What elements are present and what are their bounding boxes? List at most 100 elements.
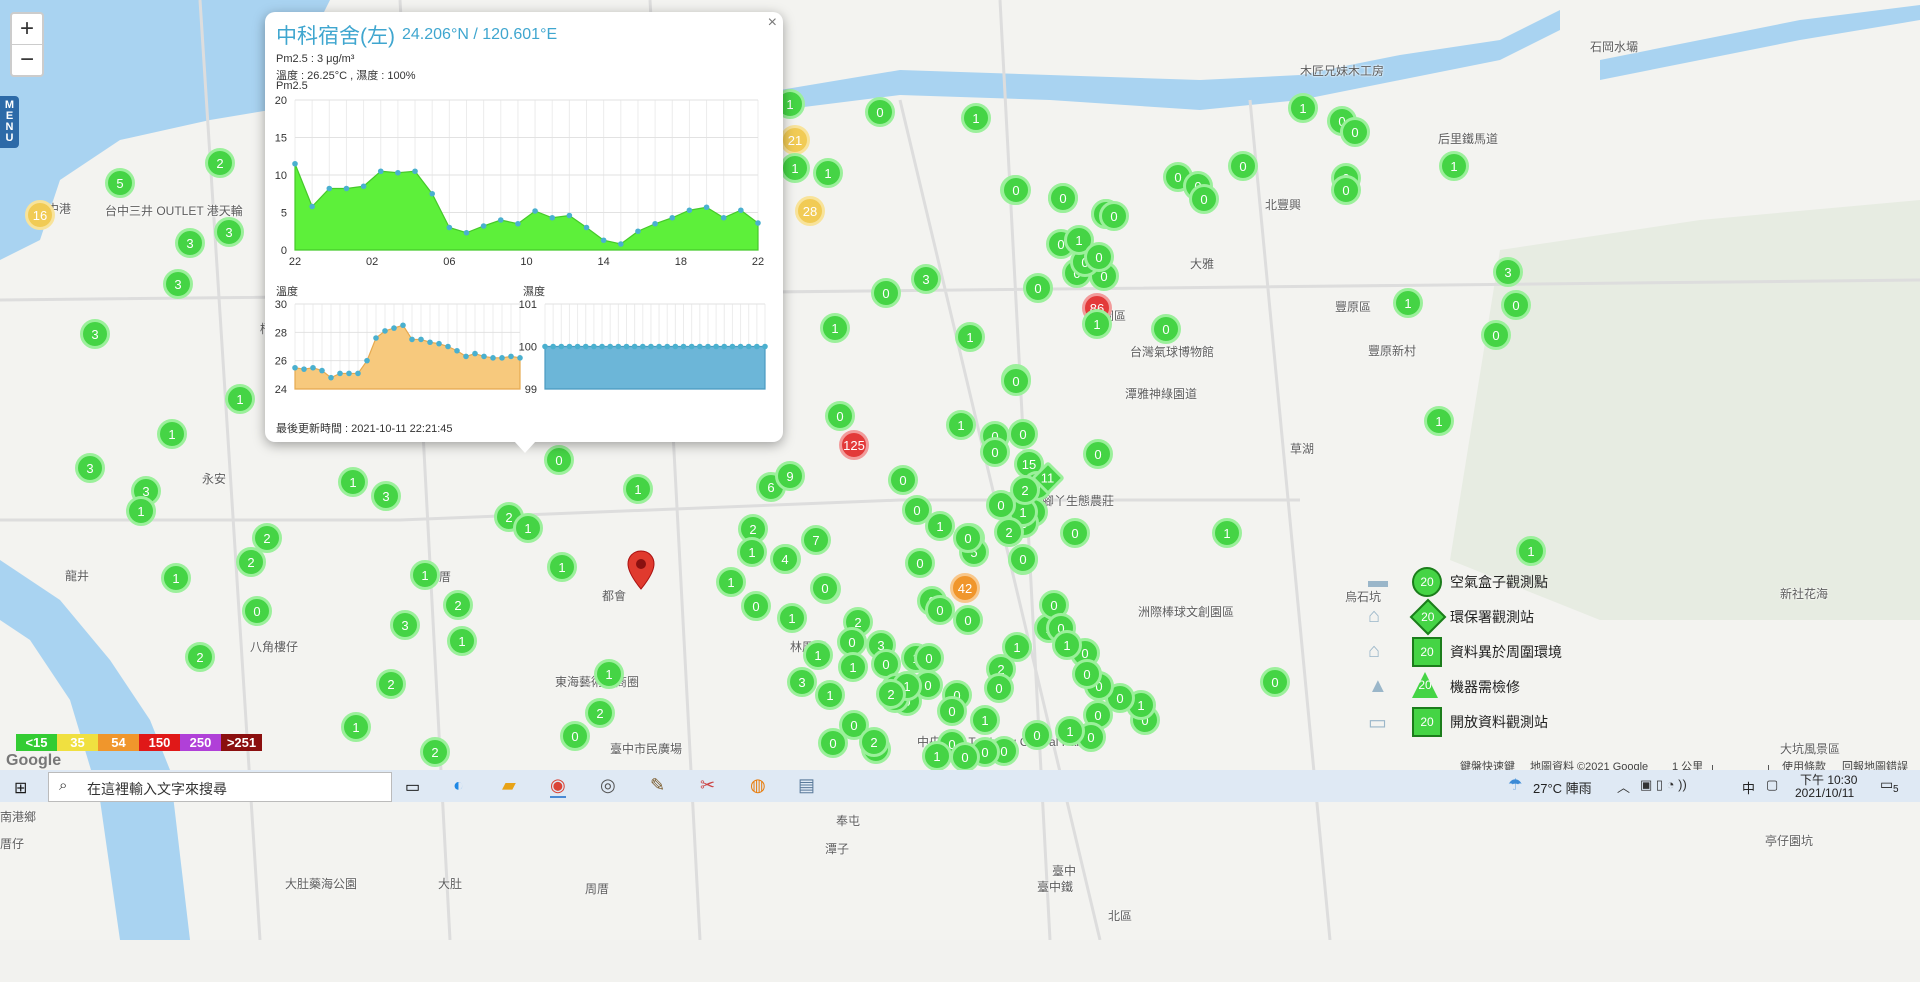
station-marker[interactable]: 9 [775,461,805,491]
station-marker[interactable]: 2 [185,642,215,672]
notification-icon[interactable]: ▭ [1880,776,1894,792]
station-marker[interactable]: 0 [1331,175,1361,205]
windows-start-icon[interactable]: ⊞ [14,780,28,797]
station-marker[interactable]: 1 [161,563,191,593]
station-marker[interactable]: 0 [1151,314,1181,344]
station-marker[interactable]: 1 [820,313,850,343]
zoom-out-button[interactable]: − [19,46,34,73]
station-marker[interactable]: 3 [75,453,105,483]
station-marker[interactable]: 0 [1008,419,1038,449]
station-marker[interactable]: 1 [1055,716,1085,746]
station-marker[interactable]: 2 [876,679,906,709]
station-marker[interactable]: 1 [970,705,1000,735]
station-marker[interactable]: 0 [984,673,1014,703]
zoom-in-button[interactable]: + [12,14,42,45]
station-marker[interactable]: 0 [1099,201,1129,231]
station-marker[interactable]: 2 [994,517,1024,547]
station-marker[interactable]: 0 [741,591,771,621]
station-marker[interactable]: 1 [547,552,577,582]
station-marker[interactable]: 2 [236,547,266,577]
station-marker[interactable]: 0 [560,721,590,751]
station-marker[interactable]: 0 [953,605,983,635]
station-marker[interactable]: 3 [911,264,941,294]
station-marker[interactable]: 0 [1083,439,1113,469]
app-icon-gimp[interactable]: ✎ [650,775,666,795]
station-marker[interactable]: 0 [1260,667,1290,697]
station-marker[interactable]: 16 [25,200,55,230]
station-marker[interactable]: 0 [1501,290,1531,320]
clock-date[interactable]: 2021/10/11 [1795,786,1855,800]
station-marker[interactable]: 1 [1439,151,1469,181]
station-marker[interactable]: 3 [371,481,401,511]
station-marker[interactable]: 0 [1228,151,1258,181]
station-marker[interactable]: 7 [801,525,831,555]
station-marker[interactable]: 125 [839,430,869,460]
station-marker[interactable]: 1 [157,419,187,449]
station-marker[interactable]: 0 [902,495,932,525]
taskbar-search-box[interactable]: ⌕ 在這裡輸入文字來搜尋 [48,772,392,802]
station-marker[interactable]: 0 [950,742,980,772]
station-marker[interactable]: 2 [1010,475,1040,505]
chrome-browser-icon[interactable]: ◉ [550,775,566,798]
station-marker[interactable]: 0 [810,573,840,603]
station-marker[interactable]: 0 [1060,518,1090,548]
station-marker[interactable]: 2 [585,698,615,728]
selected-location-pin-icon[interactable] [627,550,655,590]
station-marker[interactable]: 0 [544,445,574,475]
compass-app-icon[interactable]: ◎ [600,775,616,795]
station-marker[interactable]: 3 [80,319,110,349]
station-marker[interactable]: 0 [1048,183,1078,213]
station-marker[interactable]: 0 [905,548,935,578]
station-marker[interactable]: 0 [953,523,983,553]
station-marker[interactable]: 1 [338,467,368,497]
station-marker[interactable]: 1 [1212,518,1242,548]
station-marker[interactable]: 1 [1064,225,1094,255]
tray-icons[interactable]: ▣ ▯ ◔ )) [1640,777,1687,792]
station-marker[interactable]: 1 [410,560,440,590]
ime-indicator[interactable]: 中 [1742,781,1756,796]
station-marker[interactable]: 5 [105,168,135,198]
station-marker[interactable]: 0 [980,437,1010,467]
station-marker[interactable]: 3 [175,228,205,258]
station-marker[interactable]: 3 [1493,257,1523,287]
weather-text[interactable]: 27°C 陣雨 [1533,781,1592,796]
keyboard-layout-icon[interactable]: ▢ [1766,777,1779,792]
clock-time[interactable]: 下午 10:30 [1800,773,1858,787]
station-marker[interactable]: 0 [1022,720,1052,750]
station-marker[interactable]: 0 [871,278,901,308]
station-marker[interactable]: 1 [126,496,156,526]
station-marker[interactable]: 0 [925,595,955,625]
station-marker[interactable]: 0 [1189,184,1219,214]
station-marker[interactable]: 0 [1084,242,1114,272]
station-marker[interactable]: 1 [1516,536,1546,566]
station-marker[interactable]: 1 [594,659,624,689]
station-marker[interactable]: 0 [825,401,855,431]
station-marker[interactable]: 1 [777,603,807,633]
station-marker[interactable]: 3 [214,217,244,247]
station-marker[interactable]: 0 [1340,117,1370,147]
station-marker[interactable]: 2 [443,590,473,620]
station-marker[interactable]: 0 [1001,175,1031,205]
task-view-icon[interactable]: ▭ [405,779,421,796]
station-marker[interactable]: 0 [865,97,895,127]
station-marker[interactable]: 0 [1072,659,1102,689]
station-marker[interactable]: 42 [950,573,980,603]
station-marker[interactable]: 1 [623,474,653,504]
station-marker[interactable]: 0 [1023,273,1053,303]
station-marker[interactable]: 1 [447,626,477,656]
blender-icon[interactable]: ◍ [750,775,766,795]
station-marker[interactable]: 2 [859,727,889,757]
station-marker[interactable]: 1 [341,712,371,742]
station-marker[interactable]: 1 [961,103,991,133]
station-marker[interactable]: 21 [780,125,810,155]
station-marker[interactable]: 1 [815,680,845,710]
station-marker[interactable]: 1 [1052,630,1082,660]
station-marker[interactable]: 1 [1082,309,1112,339]
station-marker[interactable]: 1 [1424,406,1454,436]
station-marker[interactable]: 3 [390,610,420,640]
station-marker[interactable]: 1 [946,410,976,440]
station-marker[interactable]: 3 [787,667,817,697]
station-marker[interactable]: 0 [242,596,272,626]
station-marker[interactable]: 1 [1393,288,1423,318]
